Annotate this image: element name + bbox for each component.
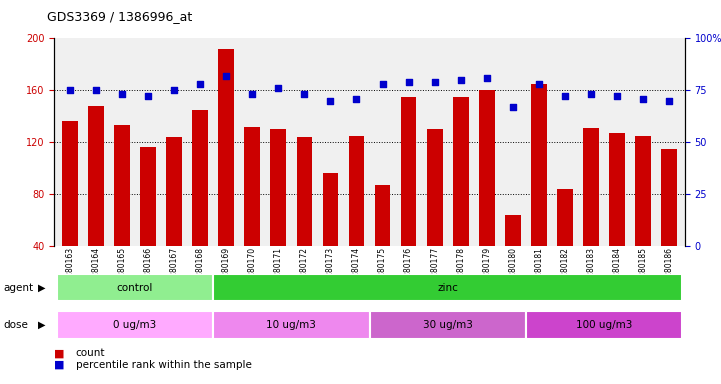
- Bar: [453, 97, 469, 298]
- Text: ▶: ▶: [37, 320, 45, 330]
- Text: control: control: [117, 283, 153, 293]
- Bar: [62, 121, 78, 298]
- Point: [90, 87, 102, 93]
- Point: [637, 96, 649, 102]
- Bar: [609, 133, 625, 298]
- Bar: [479, 90, 495, 298]
- Point: [455, 77, 466, 83]
- Point: [273, 85, 284, 91]
- Bar: [88, 106, 104, 298]
- Bar: [369, 311, 526, 339]
- Bar: [244, 126, 260, 298]
- Point: [142, 93, 154, 99]
- Text: dose: dose: [4, 320, 29, 330]
- Text: ■: ■: [54, 360, 65, 370]
- Text: agent: agent: [4, 283, 34, 293]
- Point: [585, 91, 597, 98]
- Bar: [193, 110, 208, 298]
- Bar: [57, 311, 213, 339]
- Bar: [375, 185, 390, 298]
- Bar: [114, 125, 130, 298]
- Bar: [526, 311, 682, 339]
- Point: [429, 79, 441, 85]
- Bar: [427, 129, 443, 298]
- Bar: [505, 215, 521, 298]
- Bar: [531, 84, 547, 298]
- Text: percentile rank within the sample: percentile rank within the sample: [76, 360, 252, 370]
- Point: [611, 93, 623, 99]
- Text: GDS3369 / 1386996_at: GDS3369 / 1386996_at: [47, 10, 192, 23]
- Bar: [57, 274, 213, 301]
- Bar: [166, 137, 182, 298]
- Point: [559, 93, 571, 99]
- Point: [116, 91, 128, 98]
- Bar: [349, 136, 364, 298]
- Text: count: count: [76, 348, 105, 358]
- Bar: [583, 128, 599, 298]
- Point: [168, 87, 180, 93]
- Text: 100 ug/m3: 100 ug/m3: [576, 320, 632, 330]
- Point: [663, 98, 675, 104]
- Bar: [218, 49, 234, 298]
- Point: [534, 81, 545, 87]
- Bar: [296, 137, 312, 298]
- Bar: [322, 173, 338, 298]
- Point: [350, 96, 362, 102]
- Bar: [635, 136, 651, 298]
- Bar: [401, 97, 417, 298]
- Text: ■: ■: [54, 348, 65, 358]
- Bar: [270, 129, 286, 298]
- Point: [298, 91, 310, 98]
- Text: ▶: ▶: [37, 283, 45, 293]
- Bar: [557, 189, 573, 298]
- Text: 10 ug/m3: 10 ug/m3: [266, 320, 317, 330]
- Text: 0 ug/m3: 0 ug/m3: [113, 320, 156, 330]
- Bar: [213, 274, 682, 301]
- Point: [507, 104, 518, 110]
- Point: [247, 91, 258, 98]
- Point: [221, 73, 232, 79]
- Text: zinc: zinc: [437, 283, 458, 293]
- Point: [377, 81, 389, 87]
- Point: [324, 98, 336, 104]
- Point: [64, 87, 76, 93]
- Point: [481, 75, 492, 81]
- Point: [194, 81, 205, 87]
- Bar: [140, 147, 156, 298]
- Point: [403, 79, 415, 85]
- Bar: [661, 149, 677, 298]
- Text: 30 ug/m3: 30 ug/m3: [423, 320, 473, 330]
- Bar: [213, 311, 369, 339]
